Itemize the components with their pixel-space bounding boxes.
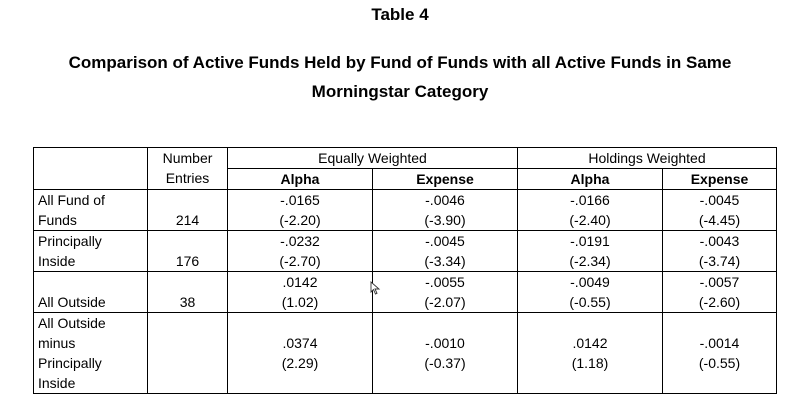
t-stat: (-2.07) — [424, 294, 466, 310]
t-stat: (2.29) — [281, 355, 319, 371]
mouse-cursor-icon — [370, 281, 381, 295]
title-line-1: Comparison of Active Funds Held by Fund … — [68, 53, 732, 72]
entries-cell: 176 — [147, 230, 228, 272]
estimate: .0374 — [282, 335, 318, 351]
entries-value: 38 — [179, 294, 196, 310]
ew-expense-cell: -.0010 (-0.37) — [372, 312, 518, 394]
ew-expense-header: Expense — [372, 168, 518, 190]
row-label-line: All Fund of — [38, 192, 105, 208]
entries-cell: 214 — [147, 189, 228, 231]
number-entries-header: Number Entries — [147, 147, 228, 190]
t-stat: (1.02) — [281, 294, 319, 310]
table-row: All Outside 38 .0142 (1.02) -.0055 (-2.07)… — [33, 271, 777, 313]
estimate: -.0057 — [699, 274, 740, 290]
t-stat: (-2.60) — [698, 294, 741, 310]
corner-cell — [33, 147, 148, 190]
t-stat: (1.18) — [571, 355, 609, 371]
t-stat: (-3.90) — [424, 212, 466, 228]
estimate: .0142 — [572, 335, 608, 351]
number-label: Number — [162, 150, 213, 166]
hw-expense-cell: -.0043 (-3.74) — [662, 230, 777, 272]
t-stat: (-0.55) — [698, 355, 741, 371]
estimate: -.0010 — [425, 335, 465, 351]
entries-cell: 38 — [147, 271, 228, 313]
row-label: All Outside — [33, 271, 148, 313]
row-label: Principally Inside — [33, 230, 148, 272]
hw-expense-cell: -.0014 (-0.55) — [662, 312, 777, 394]
ew-alpha-header: Alpha — [227, 168, 373, 190]
table-row: All Outside minus Principally Inside .03… — [33, 312, 777, 394]
entries-cell — [147, 312, 228, 394]
hw-alpha-cell: -.0049 (-0.55) — [517, 271, 663, 313]
t-stat: (-0.55) — [569, 294, 611, 310]
estimate: -.0014 — [699, 335, 740, 351]
estimate: -.0043 — [699, 233, 740, 249]
entries-value: 214 — [175, 212, 200, 228]
hw-expense-header: Expense — [662, 168, 777, 190]
estimate: -.0165 — [280, 192, 320, 208]
estimate: -.0045 — [425, 233, 465, 249]
hw-alpha-cell: .0142 (1.18) — [517, 312, 663, 394]
ew-alpha-cell: -.0232 (-2.70) — [227, 230, 373, 272]
equally-weighted-header: Equally Weighted — [227, 147, 518, 169]
row-label: All Fund of Funds — [33, 189, 148, 231]
hw-expense-cell: -.0057 (-2.60) — [662, 271, 777, 313]
ew-expense-cell: -.0045 (-3.34) — [372, 230, 518, 272]
table-row: All Fund of Funds 214 -.0165 (-2.20) -.00… — [33, 189, 777, 231]
estimate: -.0055 — [425, 274, 465, 290]
estimate: -.0045 — [699, 192, 740, 208]
t-stat: (-2.70) — [279, 253, 321, 269]
t-stat: (-0.37) — [424, 355, 466, 371]
row-label-line: minus — [38, 335, 76, 351]
row-label-line: Funds — [38, 212, 77, 228]
ew-expense-cell: -.0055 (-2.07) — [372, 271, 518, 313]
row-label-line: Principally — [38, 355, 102, 371]
hw-expense-cell: -.0045 (-4.45) — [662, 189, 777, 231]
t-stat: (-2.20) — [279, 212, 321, 228]
row-label-line: All Outside — [38, 315, 106, 331]
t-stat: (-2.34) — [569, 253, 611, 269]
results-table: Number Entries Equally Weighted Holdings… — [33, 147, 777, 394]
holdings-weighted-header: Holdings Weighted — [517, 147, 777, 169]
table-row: Principally Inside 176 -.0232 (-2.70) -.0… — [33, 230, 777, 272]
estimate: -.0049 — [570, 274, 610, 290]
estimate: -.0166 — [570, 192, 610, 208]
ew-alpha-cell: -.0165 (-2.20) — [227, 189, 373, 231]
entries-label: Entries — [165, 170, 210, 186]
t-stat: (-4.45) — [698, 212, 741, 228]
hw-alpha-header: Alpha — [517, 168, 663, 190]
table-number: Table 4 — [371, 5, 429, 24]
estimate: -.0191 — [570, 233, 610, 249]
t-stat: (-2.40) — [569, 212, 611, 228]
entries-value: 176 — [175, 253, 200, 269]
row-label-line: Principally — [38, 233, 102, 249]
row-label: All Outside minus Principally Inside — [33, 312, 148, 394]
estimate: -.0232 — [280, 233, 320, 249]
row-label-line: Inside — [38, 375, 76, 391]
ew-expense-cell: -.0046 (-3.90) — [372, 189, 518, 231]
row-label-line — [38, 272, 143, 292]
t-stat: (-3.74) — [698, 253, 741, 269]
table-title: Comparison of Active Funds Held by Fund … — [0, 48, 800, 106]
estimate: .0142 — [282, 274, 318, 290]
ew-alpha-cell: .0374 (2.29) — [227, 312, 373, 394]
row-label-line: Inside — [38, 253, 76, 269]
ew-alpha-cell: .0142 (1.02) — [227, 271, 373, 313]
t-stat: (-3.34) — [424, 253, 466, 269]
hw-alpha-cell: -.0166 (-2.40) — [517, 189, 663, 231]
estimate: -.0046 — [425, 192, 465, 208]
hw-alpha-cell: -.0191 (-2.34) — [517, 230, 663, 272]
row-label-line: All Outside — [38, 294, 106, 310]
title-line-2: Morningstar Category — [311, 82, 489, 101]
